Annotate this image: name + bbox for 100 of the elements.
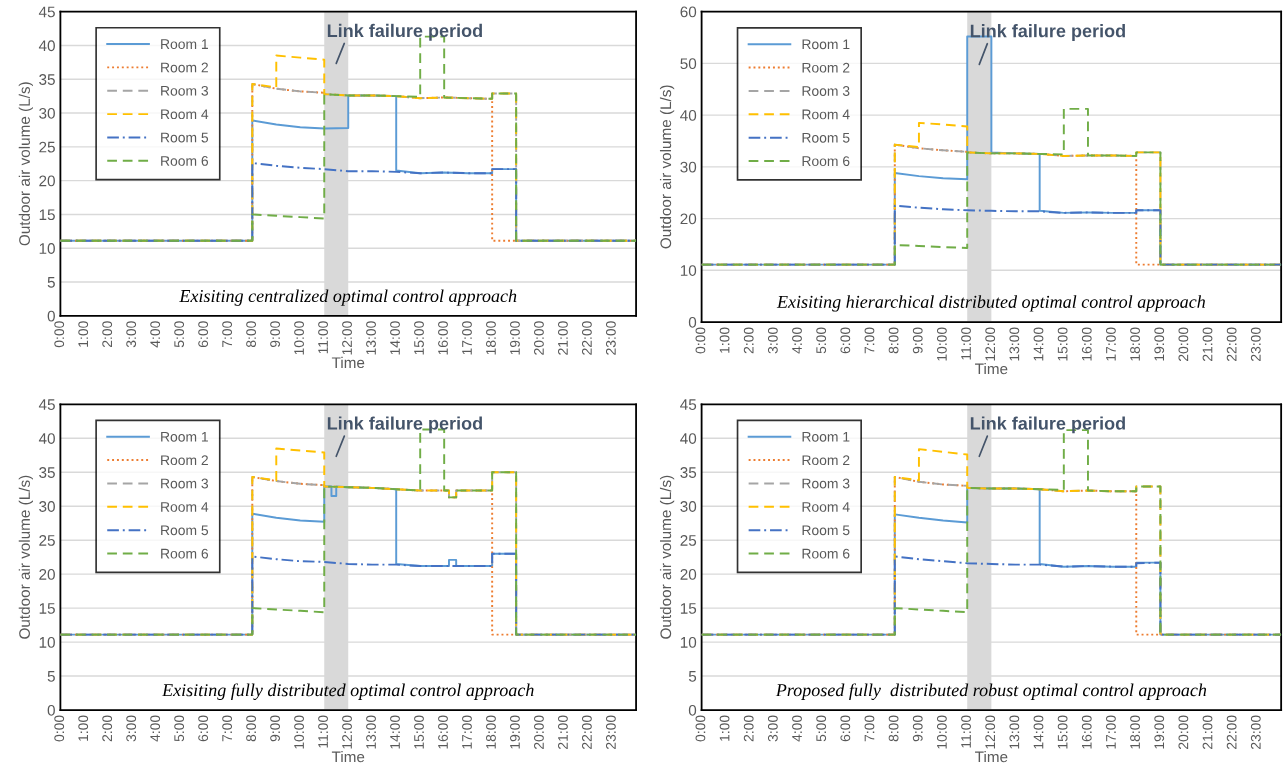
- y-tick-label: 35: [39, 467, 55, 478]
- x-tick-label: 2:00: [102, 715, 113, 742]
- x-tick-label: 14:00: [1033, 327, 1044, 361]
- y-tick-label: 5: [47, 277, 55, 288]
- y-tick-label: 5: [47, 671, 55, 682]
- x-tick-label: 19:00: [510, 321, 520, 355]
- x-tick-label: 19:00: [1154, 327, 1165, 361]
- x-tick-label: 10:00: [294, 715, 304, 749]
- legend-label: Room 4: [161, 502, 209, 512]
- y-tick-label: 20: [680, 569, 697, 580]
- x-tick-label: 12:00: [985, 715, 996, 749]
- band-label: Link failure period: [970, 416, 1125, 434]
- y-tick-label: 10: [39, 636, 55, 648]
- x-tick-label: 8:00: [246, 321, 257, 348]
- x-tick-label: 20:00: [534, 321, 544, 355]
- legend-label: Room 2: [161, 62, 208, 73]
- y-tick-label: 25: [39, 535, 55, 546]
- x-tick-label: 11:00: [318, 715, 328, 748]
- y-tick-label: 0: [688, 704, 697, 716]
- y-axis-title: Outdoor air volume (L/s): [18, 475, 33, 639]
- x-tick-label: 11:00: [961, 327, 971, 360]
- x-tick-label: 9:00: [912, 327, 923, 354]
- annotation: Exisiting centralized optimal control approach: [179, 289, 517, 306]
- x-tick-label: 22:00: [581, 715, 592, 749]
- x-tick-label: 23:00: [605, 715, 616, 749]
- x-tick-label: 10:00: [936, 715, 947, 749]
- x-tick-label: 3:00: [126, 715, 137, 742]
- x-tick-label: 20:00: [534, 715, 544, 749]
- legend-label: Room 2: [802, 62, 850, 73]
- x-tick-label: 21:00: [1202, 715, 1213, 749]
- x-tick-label: 17:00: [462, 321, 472, 355]
- legend-label: Room 1: [802, 432, 850, 442]
- legend-label: Room 4: [802, 109, 850, 120]
- x-tick-label: 18:00: [486, 715, 496, 749]
- x-axis-title: Time: [975, 751, 1008, 763]
- x-tick-label: 2:00: [743, 715, 754, 742]
- y-tick-label: 45: [38, 6, 55, 18]
- x-tick-label: 22:00: [1226, 715, 1237, 749]
- y-axis-title: Outdoor air volume (L/s): [659, 85, 675, 249]
- x-tick-label: 10:00: [936, 327, 947, 361]
- y-tick-label: 45: [38, 399, 55, 410]
- x-tick-label: 12:00: [985, 327, 996, 361]
- y-tick-label: 40: [38, 40, 55, 52]
- legend-label: Room 3: [802, 478, 850, 489]
- legend-label: Room 3: [161, 478, 209, 489]
- x-tick-label: 22:00: [581, 321, 592, 355]
- y-tick-label: 40: [680, 109, 697, 121]
- y-tick-label: 10: [680, 265, 697, 276]
- x-tick-label: 13:00: [1009, 327, 1020, 361]
- x-tick-label: 16:00: [1081, 715, 1092, 749]
- y-tick-label: 15: [39, 603, 55, 614]
- x-tick-label: 23:00: [605, 321, 616, 355]
- x-tick-label: 13:00: [366, 715, 376, 749]
- band-label: Link failure period: [327, 416, 482, 434]
- x-tick-label: 17:00: [1106, 715, 1116, 749]
- x-tick-label: 10:00: [294, 321, 304, 355]
- x-tick-label: 23:00: [1250, 327, 1261, 361]
- legend-label: Room 6: [161, 156, 209, 166]
- x-tick-label: 4:00: [150, 715, 161, 742]
- y-tick-label: 35: [680, 467, 697, 478]
- x-tick-label: 11:00: [318, 321, 328, 354]
- x-tick-label: 9:00: [270, 715, 280, 742]
- x-tick-label: 7:00: [864, 327, 875, 354]
- x-tick-label: 8:00: [246, 715, 257, 742]
- x-tick-label: 0:00: [695, 715, 706, 742]
- x-tick-label: 6:00: [840, 715, 851, 742]
- band-label: Link failure period: [327, 23, 482, 41]
- x-tick-label: 15:00: [414, 715, 424, 749]
- x-tick-label: 1:00: [719, 327, 730, 353]
- legend-label: Room 5: [161, 132, 209, 143]
- x-tick-label: 5:00: [816, 327, 827, 354]
- x-tick-label: 7:00: [222, 321, 233, 348]
- legend-label: Room 6: [161, 548, 209, 559]
- y-tick-label: 20: [39, 175, 55, 187]
- y-axis-title: Outdoor air volume (L/s): [18, 82, 33, 246]
- x-tick-label: 13:00: [366, 321, 376, 355]
- y-tick-label: 20: [39, 569, 55, 580]
- y-tick-label: 15: [680, 603, 697, 614]
- legend-label: Room 1: [161, 39, 208, 50]
- x-tick-label: 20:00: [1178, 715, 1189, 749]
- y-tick-label: 30: [680, 501, 697, 512]
- x-tick-label: 1:00: [78, 321, 89, 347]
- band-label: Link failure period: [970, 24, 1125, 41]
- x-tick-label: 5:00: [174, 321, 185, 348]
- x-tick-label: 9:00: [270, 321, 280, 348]
- x-tick-label: 9:00: [912, 715, 923, 742]
- legend-label: Room 5: [802, 525, 850, 536]
- x-tick-label: 21:00: [558, 715, 568, 749]
- x-tick-label: 21:00: [558, 321, 568, 355]
- legend-label: Room 6: [802, 156, 850, 167]
- y-tick-label: 5: [688, 671, 697, 682]
- y-tick-label: 15: [39, 209, 55, 221]
- x-tick-label: 0:00: [695, 327, 706, 354]
- annotation: Proposed fully distributed robust optimal control approach: [775, 683, 1207, 700]
- y-tick-label: 40: [680, 433, 697, 444]
- legend-label: Room 3: [802, 86, 850, 96]
- x-axis-title: Time: [331, 751, 365, 763]
- x-axis-title: Time: [331, 356, 365, 369]
- legend-label: Room 4: [161, 109, 209, 120]
- x-tick-label: 6:00: [840, 327, 851, 354]
